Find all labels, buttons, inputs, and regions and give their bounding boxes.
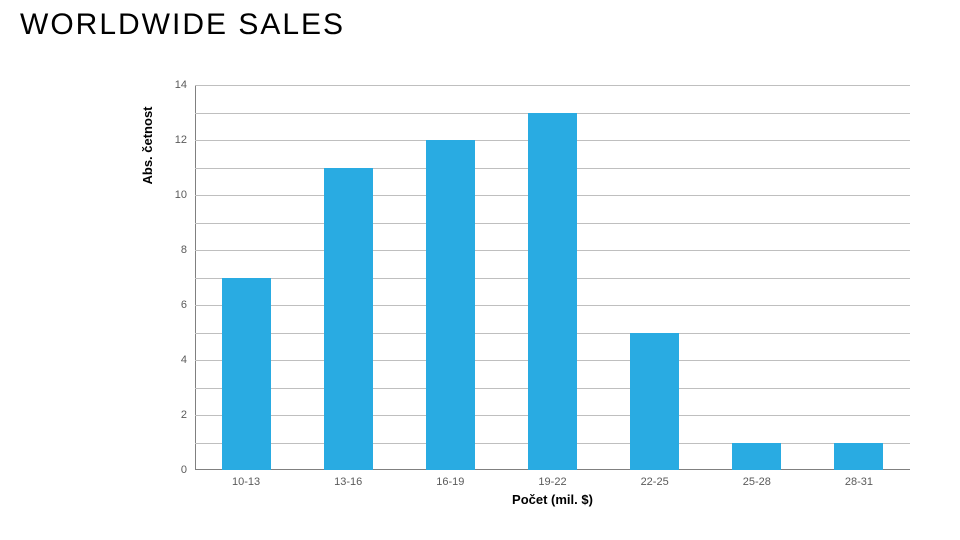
bar: [528, 113, 577, 471]
bar: [222, 278, 271, 471]
bar: [324, 168, 373, 471]
x-tick-label: 19-22: [501, 476, 603, 488]
x-axis-label: Počet (mil. $): [195, 492, 910, 507]
bar-chart: Abs. četnost Počet (mil. $) 024681012141…: [130, 85, 910, 515]
x-tick-label: 10-13: [195, 476, 297, 488]
x-tick-label: 16-19: [399, 476, 501, 488]
bar: [732, 443, 781, 471]
bar: [834, 443, 883, 471]
y-tick-label: 2: [147, 409, 187, 421]
y-tick-label: 4: [147, 354, 187, 366]
plot-area: [195, 85, 910, 470]
page-title: WORLDWIDE SALES: [20, 8, 345, 42]
x-tick-label: 13-16: [297, 476, 399, 488]
x-tick-label: 22-25: [604, 476, 706, 488]
y-tick-label: 14: [147, 79, 187, 91]
y-tick-label: 8: [147, 244, 187, 256]
y-tick-label: 0: [147, 464, 187, 476]
y-tick-label: 10: [147, 189, 187, 201]
gridline: [195, 85, 910, 86]
x-tick-label: 28-31: [808, 476, 910, 488]
y-tick-label: 12: [147, 134, 187, 146]
y-tick-label: 6: [147, 299, 187, 311]
x-tick-label: 25-28: [706, 476, 808, 488]
bar: [630, 333, 679, 471]
bar: [426, 140, 475, 470]
y-axis-label: Abs. četnost: [140, 0, 155, 338]
